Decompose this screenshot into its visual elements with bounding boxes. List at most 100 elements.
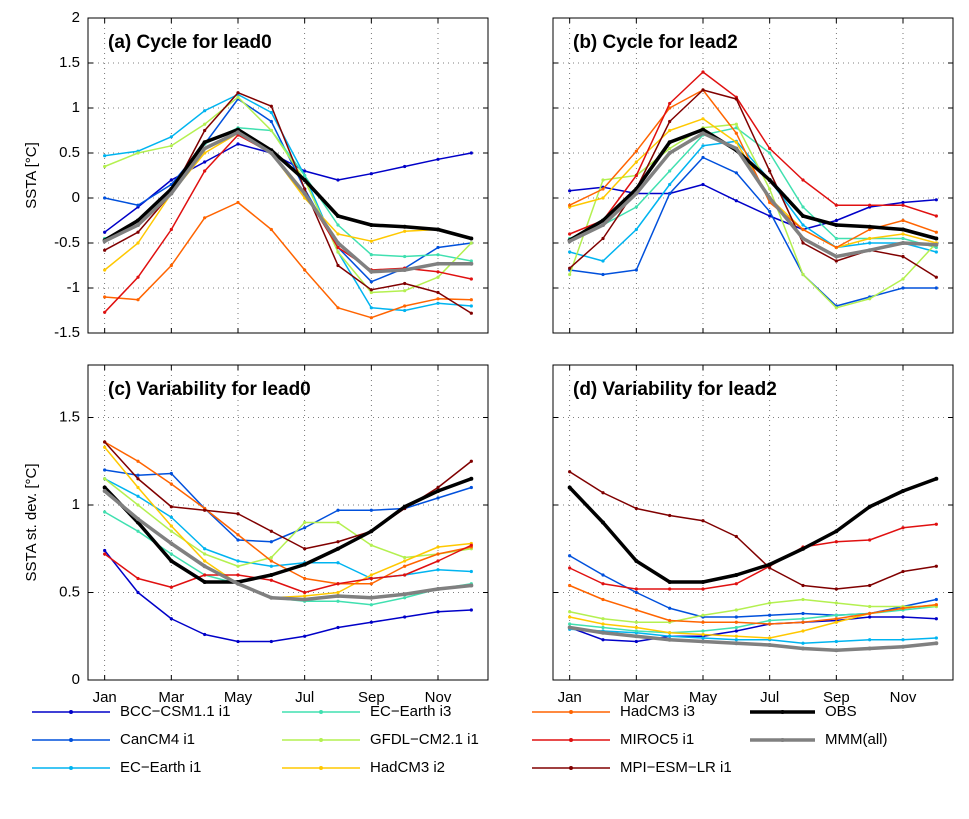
- legend-marker: [69, 738, 73, 742]
- series-point: [868, 203, 872, 207]
- series-point: [269, 104, 273, 108]
- series-point: [403, 289, 407, 293]
- series-point: [336, 241, 340, 245]
- y-tick-label: 0.5: [59, 144, 80, 161]
- series-point: [634, 268, 638, 272]
- series-point: [103, 268, 107, 272]
- series-point: [701, 587, 705, 591]
- series-point: [568, 566, 572, 570]
- series-point: [269, 595, 274, 600]
- series-point: [601, 187, 605, 191]
- x-tick-label: Jul: [760, 689, 779, 706]
- series-point: [469, 569, 473, 574]
- series-point: [136, 151, 140, 155]
- series-point: [236, 564, 240, 568]
- series-point: [668, 169, 672, 173]
- series-point: [369, 306, 373, 310]
- series-point: [136, 494, 140, 498]
- series-point: [768, 169, 772, 173]
- series-point: [403, 229, 407, 233]
- series-point: [203, 573, 207, 577]
- x-tick-label: Jul: [295, 689, 314, 706]
- y-tick-label: 2: [72, 9, 80, 26]
- series-point: [834, 218, 838, 223]
- series-point: [801, 205, 805, 209]
- series-point: [303, 590, 307, 595]
- series-point: [834, 648, 839, 653]
- series-point: [801, 241, 805, 245]
- plot-frame: [87, 364, 489, 681]
- series-point: [768, 187, 772, 191]
- series-point: [336, 508, 340, 512]
- legend: BCC−CSM1.1 i1 CanCM4 i1 EC−Earth i1 EC−Eart…: [32, 703, 887, 776]
- series-point: [436, 552, 440, 556]
- series-point: [701, 580, 705, 584]
- series-point: [169, 191, 174, 196]
- series-point: [701, 519, 705, 523]
- series-point: [136, 223, 140, 227]
- series-point: [568, 583, 572, 588]
- plot-frame: [552, 364, 954, 681]
- series-point: [801, 617, 805, 621]
- series-point: [634, 173, 638, 178]
- series-point: [136, 241, 140, 245]
- series-point: [303, 634, 307, 638]
- series-point: [269, 128, 273, 133]
- series-point: [901, 254, 905, 259]
- series-point: [834, 587, 838, 591]
- series-point: [568, 622, 572, 626]
- series-point: [169, 482, 173, 486]
- series-point: [469, 304, 473, 308]
- series-point: [668, 634, 672, 638]
- x-tick-label: Jan: [558, 689, 582, 706]
- series-point: [768, 613, 772, 617]
- series-point: [436, 245, 440, 250]
- panel: -1.5 -1 -0.5 0 0.5 1 1.5 2 (a) Cycle for lead0 SS…: [23, 9, 489, 341]
- series-point: [801, 597, 805, 602]
- series-point: [103, 164, 107, 169]
- y-tick-label: 1: [72, 99, 80, 116]
- series-point: [801, 214, 805, 218]
- series-point: [469, 583, 474, 588]
- series-point: [901, 232, 905, 236]
- series-point: [336, 561, 340, 565]
- series-point: [136, 275, 140, 279]
- series-point: [369, 239, 373, 243]
- series-point: [834, 259, 838, 263]
- series-point: [369, 573, 373, 577]
- series-point: [768, 146, 772, 151]
- series-point: [868, 583, 872, 588]
- series-point: [269, 578, 273, 582]
- series-point: [436, 610, 440, 614]
- series-point: [403, 573, 407, 577]
- series-point: [336, 250, 340, 254]
- series-point: [834, 245, 838, 250]
- series-point: [667, 580, 672, 584]
- series-point: [236, 142, 240, 146]
- x-tick-label: Nov: [890, 689, 917, 706]
- series-point: [436, 545, 440, 549]
- series-point: [403, 308, 407, 313]
- series-point: [269, 559, 273, 563]
- y-tick-label: 0: [72, 189, 80, 206]
- series-point: [169, 135, 173, 139]
- series-point: [136, 203, 140, 207]
- series-point: [734, 629, 738, 633]
- series-point: [901, 526, 905, 530]
- series-point: [768, 151, 772, 155]
- series-line: [569, 471, 937, 590]
- series-point: [934, 198, 938, 202]
- series-point: [701, 620, 705, 624]
- series-point: [436, 559, 440, 563]
- series-point: [801, 620, 805, 624]
- series-point: [868, 236, 872, 241]
- series-point: [868, 611, 872, 616]
- legend-marker: [319, 738, 323, 742]
- plot-frame: [552, 17, 954, 334]
- series-point: [303, 594, 307, 598]
- series-point: [901, 569, 905, 574]
- series-point: [701, 88, 705, 92]
- series-point: [634, 160, 638, 164]
- series-point: [236, 538, 240, 542]
- series-point: [701, 629, 705, 633]
